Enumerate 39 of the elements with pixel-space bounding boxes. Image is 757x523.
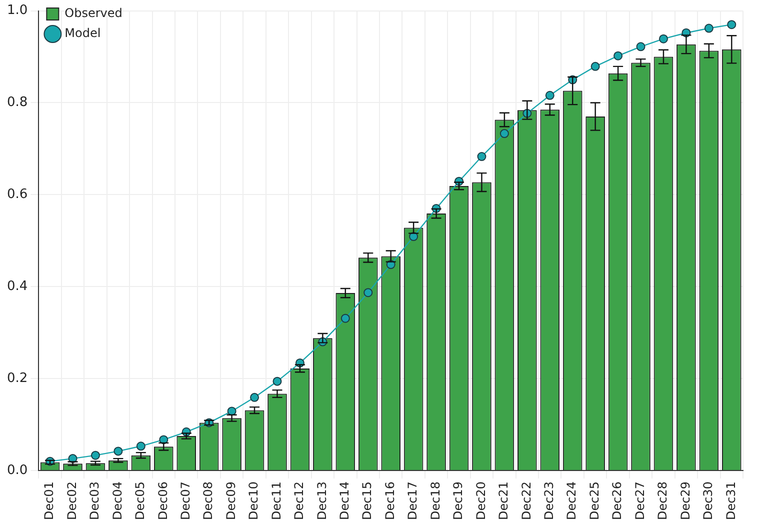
x-tick-label: Dec15 — [360, 482, 374, 520]
x-tick-label: Dec06 — [156, 482, 170, 520]
x-tick-label: Dec07 — [178, 482, 192, 520]
y-tick-label: 0.8 — [6, 95, 28, 110]
x-tick-label: Dec01 — [42, 482, 56, 520]
x-tick-label: Dec22 — [519, 482, 534, 520]
y-tick-label: 0.4 — [6, 279, 28, 294]
x-tick-label: Dec23 — [542, 482, 556, 520]
x-tick-label: Dec19 — [451, 482, 466, 520]
x-tick-label: Dec11 — [269, 482, 284, 520]
x-tick-label: Dec05 — [133, 482, 148, 520]
x-tick-label: Dec29 — [678, 482, 692, 520]
x-tick-label: Dec25 — [587, 482, 602, 520]
x-tick-label: Dec09 — [224, 482, 238, 520]
x-tick-label: Dec28 — [656, 482, 670, 520]
y-tick-label: 1.0 — [6, 3, 28, 18]
x-tick-label: Dec27 — [632, 482, 647, 520]
x-tick-label: Dec13 — [314, 482, 329, 520]
y-tick-label: 0.0 — [6, 462, 28, 478]
x-tick-label: Dec26 — [610, 482, 624, 520]
legend-label: Observed — [64, 6, 122, 20]
x-tick-label: Dec20 — [474, 482, 488, 520]
legend-label: Model — [64, 26, 101, 40]
x-tick-label: Dec31 — [724, 482, 738, 520]
x-tick-label: Dec17 — [406, 482, 420, 520]
x-tick-label: Dec18 — [428, 482, 442, 520]
x-tick-label: Dec24 — [564, 482, 579, 520]
y-tick-label: 0.2 — [6, 370, 28, 386]
x-tick-label: Dec10 — [246, 482, 261, 520]
x-tick-label: Dec03 — [88, 482, 102, 520]
x-tick-label: Dec04 — [110, 482, 124, 520]
x-tick-label: Dec21 — [496, 482, 511, 520]
x-tick-label: Dec16 — [382, 482, 397, 520]
x-tick-label: Dec12 — [292, 482, 306, 520]
x-tick-label: Dec30 — [701, 482, 716, 520]
x-tick-label: Dec08 — [201, 482, 216, 520]
x-tick-label: Dec02 — [64, 482, 79, 520]
y-tick-label: 0.6 — [6, 187, 28, 202]
x-tick-label: Dec14 — [338, 482, 352, 520]
